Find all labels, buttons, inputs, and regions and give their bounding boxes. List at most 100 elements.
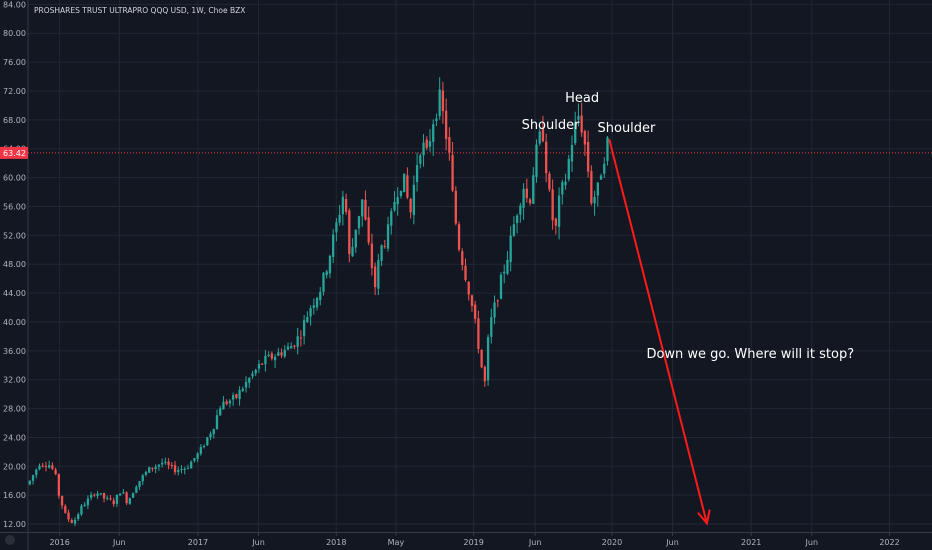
candle-body xyxy=(48,465,51,468)
candle-body xyxy=(160,462,164,465)
candle-body xyxy=(119,493,122,496)
candle-body xyxy=(267,354,270,357)
candle-body xyxy=(593,196,596,204)
x-tick-label: Jun xyxy=(665,538,679,547)
candle-body xyxy=(348,210,351,255)
candle-body xyxy=(190,461,193,469)
candle-body xyxy=(499,274,503,299)
candle-body xyxy=(590,170,593,204)
candle-body xyxy=(51,465,54,469)
x-tick-label: 2019 xyxy=(463,538,483,547)
candle-body xyxy=(480,349,483,368)
candle-body xyxy=(419,155,422,164)
current-price-label-bg xyxy=(0,146,28,159)
candle-body xyxy=(380,245,383,261)
arrow-head xyxy=(697,509,711,526)
candle-body xyxy=(457,224,461,250)
candle-body xyxy=(357,216,361,229)
candle-body xyxy=(112,500,115,505)
candle-body xyxy=(522,188,525,208)
candle-body xyxy=(306,317,309,323)
x-tick-label: 2021 xyxy=(741,538,761,547)
candle-body xyxy=(99,493,102,495)
y-tick-label: 72.00 xyxy=(3,87,26,96)
arrow-shaft xyxy=(608,139,708,524)
candle-body xyxy=(106,497,109,499)
candle-body xyxy=(403,173,406,193)
annotation-text: Shoulder xyxy=(598,121,657,136)
candle-body xyxy=(244,381,248,388)
candle-body xyxy=(264,355,267,365)
candle-body xyxy=(109,498,112,500)
candle-body xyxy=(332,234,335,257)
candle-body xyxy=(548,173,551,190)
candle-body xyxy=(196,453,199,459)
candle-body xyxy=(148,467,151,473)
y-tick-label: 68.00 xyxy=(3,116,26,125)
candle-body xyxy=(535,144,538,177)
candle-body xyxy=(586,141,590,172)
candle-body xyxy=(454,190,457,224)
candle-body xyxy=(60,495,64,506)
candle-body xyxy=(212,428,215,435)
candle-body xyxy=(219,408,222,416)
candle-body xyxy=(222,401,225,410)
candle-body xyxy=(77,514,80,519)
candle-body xyxy=(89,494,93,498)
candle-body xyxy=(128,498,132,504)
candle-body xyxy=(383,245,386,247)
candle-body xyxy=(180,469,183,471)
candle-body xyxy=(193,458,196,461)
candle-body xyxy=(209,433,212,438)
candle-body xyxy=(532,175,535,204)
candle-body xyxy=(444,110,448,140)
annotations: Head Shoulder Shoulder Down we go. Where wi… xyxy=(522,91,855,362)
candle-body xyxy=(464,265,467,281)
candle-body xyxy=(361,199,364,217)
candle-body xyxy=(577,115,580,120)
y-tick-label: 60.00 xyxy=(3,174,26,183)
x-tick-label: 2022 xyxy=(879,538,899,547)
candle-body xyxy=(280,352,283,356)
candle-body xyxy=(309,308,312,317)
candle-body xyxy=(35,469,38,475)
candle-body xyxy=(470,295,474,306)
candle-body xyxy=(519,205,522,215)
candle-body xyxy=(131,493,135,498)
candle-body xyxy=(54,469,57,475)
candle-body xyxy=(290,346,293,349)
candle-body xyxy=(238,390,241,399)
candle-body xyxy=(351,246,354,257)
candle-body xyxy=(580,115,583,133)
candle-body xyxy=(215,415,219,430)
candle-body xyxy=(377,260,380,289)
candle-body xyxy=(474,304,477,319)
candle-body xyxy=(570,144,574,162)
candle-body xyxy=(596,182,599,196)
candle-body xyxy=(164,461,167,463)
y-tick-label: 24.00 xyxy=(3,433,26,442)
current-price-line: 63.42 xyxy=(0,146,932,159)
annotation-text: Head xyxy=(565,91,599,106)
candle-body xyxy=(199,447,203,454)
x-tick-label: Jun xyxy=(251,538,265,547)
candle-body xyxy=(441,90,445,112)
x-tick-label: 2017 xyxy=(188,538,208,547)
x-tick-label: May xyxy=(388,538,405,547)
y-axis: 12.00 16.00 20.00 24.00 28.00 32.00 36.00 40.00… xyxy=(3,0,29,550)
candle-body xyxy=(335,222,338,233)
candle-body xyxy=(86,498,90,506)
candle-body xyxy=(183,468,186,470)
candle-body xyxy=(422,142,425,156)
candle-body xyxy=(438,89,441,117)
candle-body xyxy=(373,266,377,287)
y-tick-label: 32.00 xyxy=(3,376,26,385)
candle-body xyxy=(354,229,357,248)
y-tick-label: 44.00 xyxy=(3,289,26,298)
candle-body xyxy=(186,467,190,469)
candle-body xyxy=(393,201,396,211)
y-tick-label: 12.00 xyxy=(3,520,26,529)
candle-body xyxy=(554,218,558,226)
candle-body xyxy=(154,466,157,469)
candle-body xyxy=(228,400,232,404)
